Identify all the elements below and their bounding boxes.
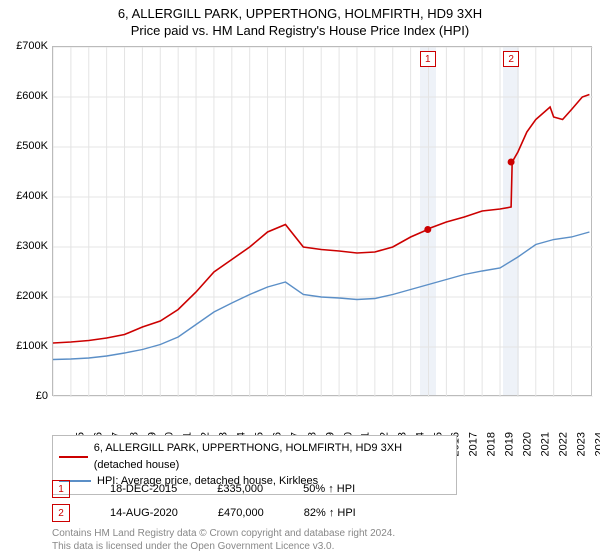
chart-title-1: 6, ALLERGILL PARK, UPPERTHONG, HOLMFIRTH… (0, 0, 600, 21)
license-line-2: This data is licensed under the Open Gov… (52, 540, 395, 553)
sale-date: 18-DEC-2015 (110, 483, 177, 495)
legend-label-price-paid: 6, ALLERGILL PARK, UPPERTHONG, HOLMFIRTH… (94, 440, 450, 473)
sale-delta: 50% ↑ HPI (303, 483, 355, 495)
legend-swatch-price-paid (59, 456, 88, 458)
sale-date: 14-AUG-2020 (110, 507, 178, 519)
sale-marker-icon: 2 (52, 504, 70, 522)
sale-price: £470,000 (218, 507, 264, 519)
sale-price: £335,000 (217, 483, 263, 495)
sale-marker-icon: 1 (52, 480, 70, 498)
figure: 6, ALLERGILL PARK, UPPERTHONG, HOLMFIRTH… (0, 0, 600, 560)
chart-plot-area: 12 (52, 46, 592, 396)
license-text: Contains HM Land Registry data © Crown c… (52, 527, 395, 553)
sale-table: 1 18-DEC-2015 £335,000 50% ↑ HPI 2 14-AU… (52, 480, 356, 528)
license-line-1: Contains HM Land Registry data © Crown c… (52, 527, 395, 540)
sale-row: 2 14-AUG-2020 £470,000 82% ↑ HPI (52, 504, 356, 522)
chart-title-2: Price paid vs. HM Land Registry's House … (0, 21, 600, 38)
sale-row: 1 18-DEC-2015 £335,000 50% ↑ HPI (52, 480, 356, 498)
legend-item-price-paid: 6, ALLERGILL PARK, UPPERTHONG, HOLMFIRTH… (59, 440, 450, 473)
sale-delta: 82% ↑ HPI (304, 507, 356, 519)
